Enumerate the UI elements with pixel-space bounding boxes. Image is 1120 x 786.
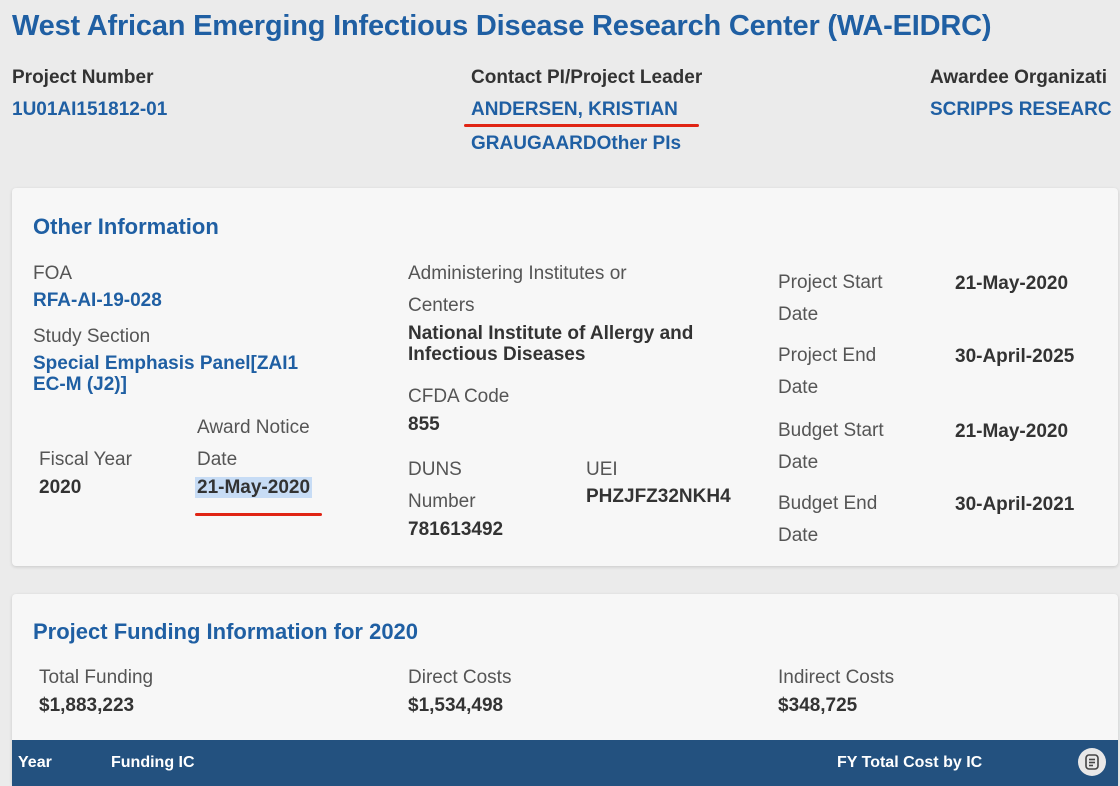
study-section-label: Study Section: [33, 326, 151, 347]
contact-pi-link[interactable]: ANDERSEN, KRISTIAN: [471, 99, 678, 120]
study-section-line-1: Special Emphasis Panel[ZAI1: [33, 353, 299, 374]
duns-label-2: Number: [408, 491, 476, 512]
admin-institute-value-line-1: National Institute of Allergy and: [408, 323, 694, 344]
page-title: West African Emerging Infectious Disease…: [12, 10, 992, 42]
duns-label-1: DUNS: [408, 459, 462, 480]
budget-start-label-2: Date: [778, 452, 819, 473]
project-end-label-2: Date: [778, 377, 819, 398]
admin-institute-label-2: Centers: [408, 295, 475, 316]
study-section-line-2: EC-M (J2)]: [33, 374, 127, 395]
award-notice-label-2: Date: [197, 449, 238, 470]
project-number-label: Project Number: [12, 67, 154, 88]
project-funding-title: Project Funding Information for 2020: [33, 619, 419, 644]
indirect-costs-label: Indirect Costs: [778, 667, 895, 688]
total-funding-value: $1,883,223: [39, 695, 135, 716]
other-information-title: Other Information: [33, 214, 219, 239]
uei-value: PHZJFZ32NKH4: [586, 486, 731, 507]
column-year[interactable]: Year: [18, 754, 52, 771]
admin-institute-label-1: Administering Institutes or: [408, 263, 627, 284]
project-end-value: 30-April-2025: [955, 346, 1075, 367]
project-number-link[interactable]: 1U01AI151812-01: [12, 99, 168, 120]
award-notice-label-1: Award Notice: [197, 417, 310, 438]
contact-pi-label: Contact PI/Project Leader: [471, 67, 703, 88]
direct-costs-value: $1,534,498: [408, 695, 504, 716]
cfda-value: 855: [408, 414, 440, 435]
foa-label: FOA: [33, 263, 73, 284]
funding-table-header: Year Funding IC FY Total Cost by IC: [12, 740, 1118, 786]
budget-end-label-1: Budget End: [778, 493, 878, 514]
project-header: West African Emerging Infectious Disease…: [0, 0, 1120, 180]
total-funding-label: Total Funding: [39, 667, 154, 688]
duns-value: 781613492: [408, 519, 504, 540]
column-fy-total-cost[interactable]: FY Total Cost by IC: [837, 754, 983, 771]
list-options-icon: [1085, 754, 1099, 770]
other-pis-link[interactable]: GRAUGAARDOther PIs: [471, 133, 682, 154]
uei-label: UEI: [586, 459, 618, 480]
admin-institute-value: National Institute of Allergy and Infect…: [408, 323, 693, 365]
table-options-icon[interactable]: [1078, 748, 1106, 776]
direct-costs-label: Direct Costs: [408, 667, 512, 688]
budget-start-value: 21-May-2020: [955, 421, 1069, 442]
awardee-link[interactable]: SCRIPPS RESEARC: [930, 99, 1112, 120]
fiscal-year-value: 2020: [39, 477, 82, 498]
column-funding-ic[interactable]: Funding IC: [111, 754, 195, 771]
budget-end-value: 30-April-2021: [955, 494, 1075, 515]
fiscal-year-label: Fiscal Year: [39, 449, 132, 470]
other-information-card: Other Information FOA RFA-AI-19-028 Stud…: [12, 188, 1118, 566]
award-notice-date-highlight: 21-May-2020: [195, 477, 313, 498]
budget-start-label-1: Budget Start: [778, 420, 884, 441]
project-start-label-1: Project Start: [778, 272, 883, 293]
red-underline-annotation-date: [195, 513, 322, 516]
project-start-label-2: Date: [778, 304, 819, 325]
study-section-link[interactable]: Special Emphasis Panel[ZAI1 EC-M (J2)]: [33, 353, 298, 395]
project-start-value: 21-May-2020: [955, 273, 1069, 294]
indirect-costs-value: $348,725: [778, 695, 858, 716]
project-end-label-1: Project End: [778, 345, 877, 366]
admin-institute-value-line-2: Infectious Diseases: [408, 344, 586, 365]
foa-link[interactable]: RFA-AI-19-028: [33, 290, 162, 311]
red-underline-annotation: [464, 124, 699, 127]
award-notice-date-value: 21-May-2020: [195, 477, 313, 499]
cfda-label: CFDA Code: [408, 386, 510, 407]
awardee-label: Awardee Organizati: [930, 67, 1108, 88]
budget-end-label-2: Date: [778, 525, 819, 546]
